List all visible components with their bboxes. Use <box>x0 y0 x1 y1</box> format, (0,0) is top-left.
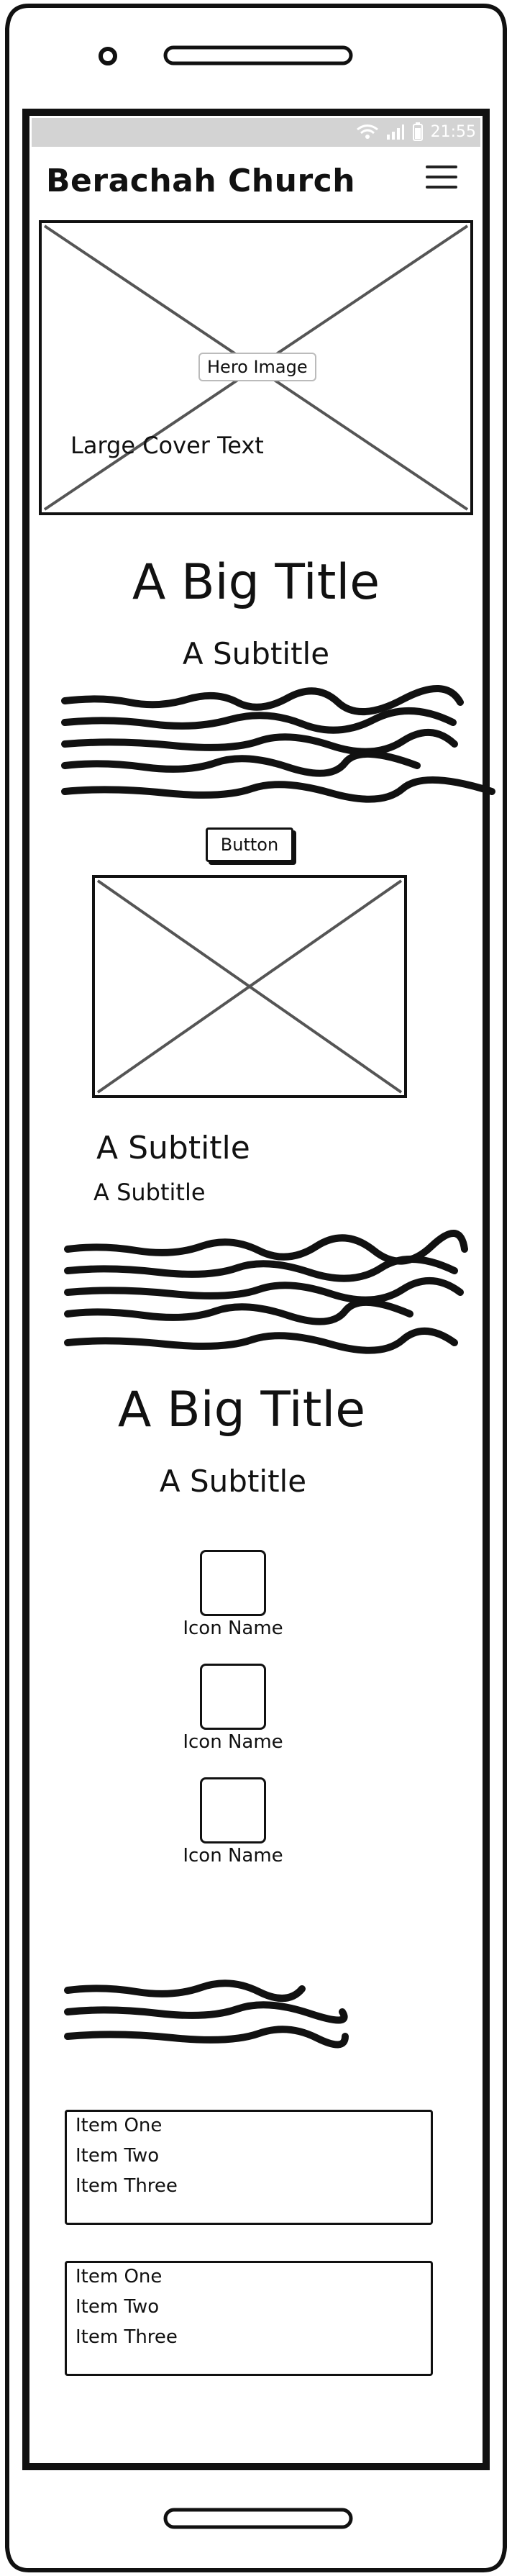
image-placeholder <box>92 875 407 1098</box>
speaker-grille <box>163 45 353 65</box>
hero-cover-text: Large Cover Text <box>70 432 264 459</box>
camera-icon <box>99 47 117 65</box>
status-time: 21:55 <box>430 122 476 141</box>
feature-icon-name-3: Icon Name <box>183 1845 283 1867</box>
scribble-paragraph-1 <box>61 685 495 803</box>
section1-subtitle: A Subtitle <box>182 636 330 671</box>
section1-title: A Big Title <box>132 554 380 611</box>
section2-subtitle-small: A Subtitle <box>93 1179 206 1206</box>
status-icons: 21:55 <box>356 122 476 141</box>
list-item[interactable]: Item Two <box>76 2145 160 2167</box>
feature-icon-name-1: Icon Name <box>183 1618 283 1639</box>
list-box-2: Item One Item Two Item Three <box>65 2261 433 2376</box>
list-item[interactable]: Item One <box>76 2266 163 2287</box>
list-item[interactable]: Item One <box>76 2115 163 2136</box>
wifi-icon <box>356 124 378 139</box>
feature-icon-3 <box>200 1777 266 1843</box>
hero-image-label: Hero Image <box>198 353 316 381</box>
feature-icon-name-2: Icon Name <box>183 1731 283 1753</box>
feature-icon-2 <box>200 1664 266 1730</box>
list-item[interactable]: Item Three <box>76 2326 178 2348</box>
app-title: Berachah Church <box>46 163 356 199</box>
section2-subtitle-large: A Subtitle <box>96 1130 250 1166</box>
battery-icon <box>412 122 423 141</box>
list-item[interactable]: Item Three <box>76 2175 178 2197</box>
scribble-paragraph-3 <box>64 1979 349 2049</box>
feature-icon-1 <box>200 1550 266 1616</box>
signal-icon <box>386 124 404 140</box>
home-button <box>163 2508 353 2529</box>
hamburger-menu-icon[interactable] <box>426 163 457 194</box>
primary-button[interactable]: Button <box>206 827 293 862</box>
list-item[interactable]: Item Two <box>76 2296 160 2318</box>
section3-subtitle: A Subtitle <box>159 1464 307 1499</box>
list-box-1: Item One Item Two Item Three <box>65 2110 433 2225</box>
section3-title: A Big Title <box>117 1382 366 1438</box>
scribble-paragraph-2 <box>64 1230 468 1354</box>
status-bar: 21:55 <box>32 118 480 147</box>
